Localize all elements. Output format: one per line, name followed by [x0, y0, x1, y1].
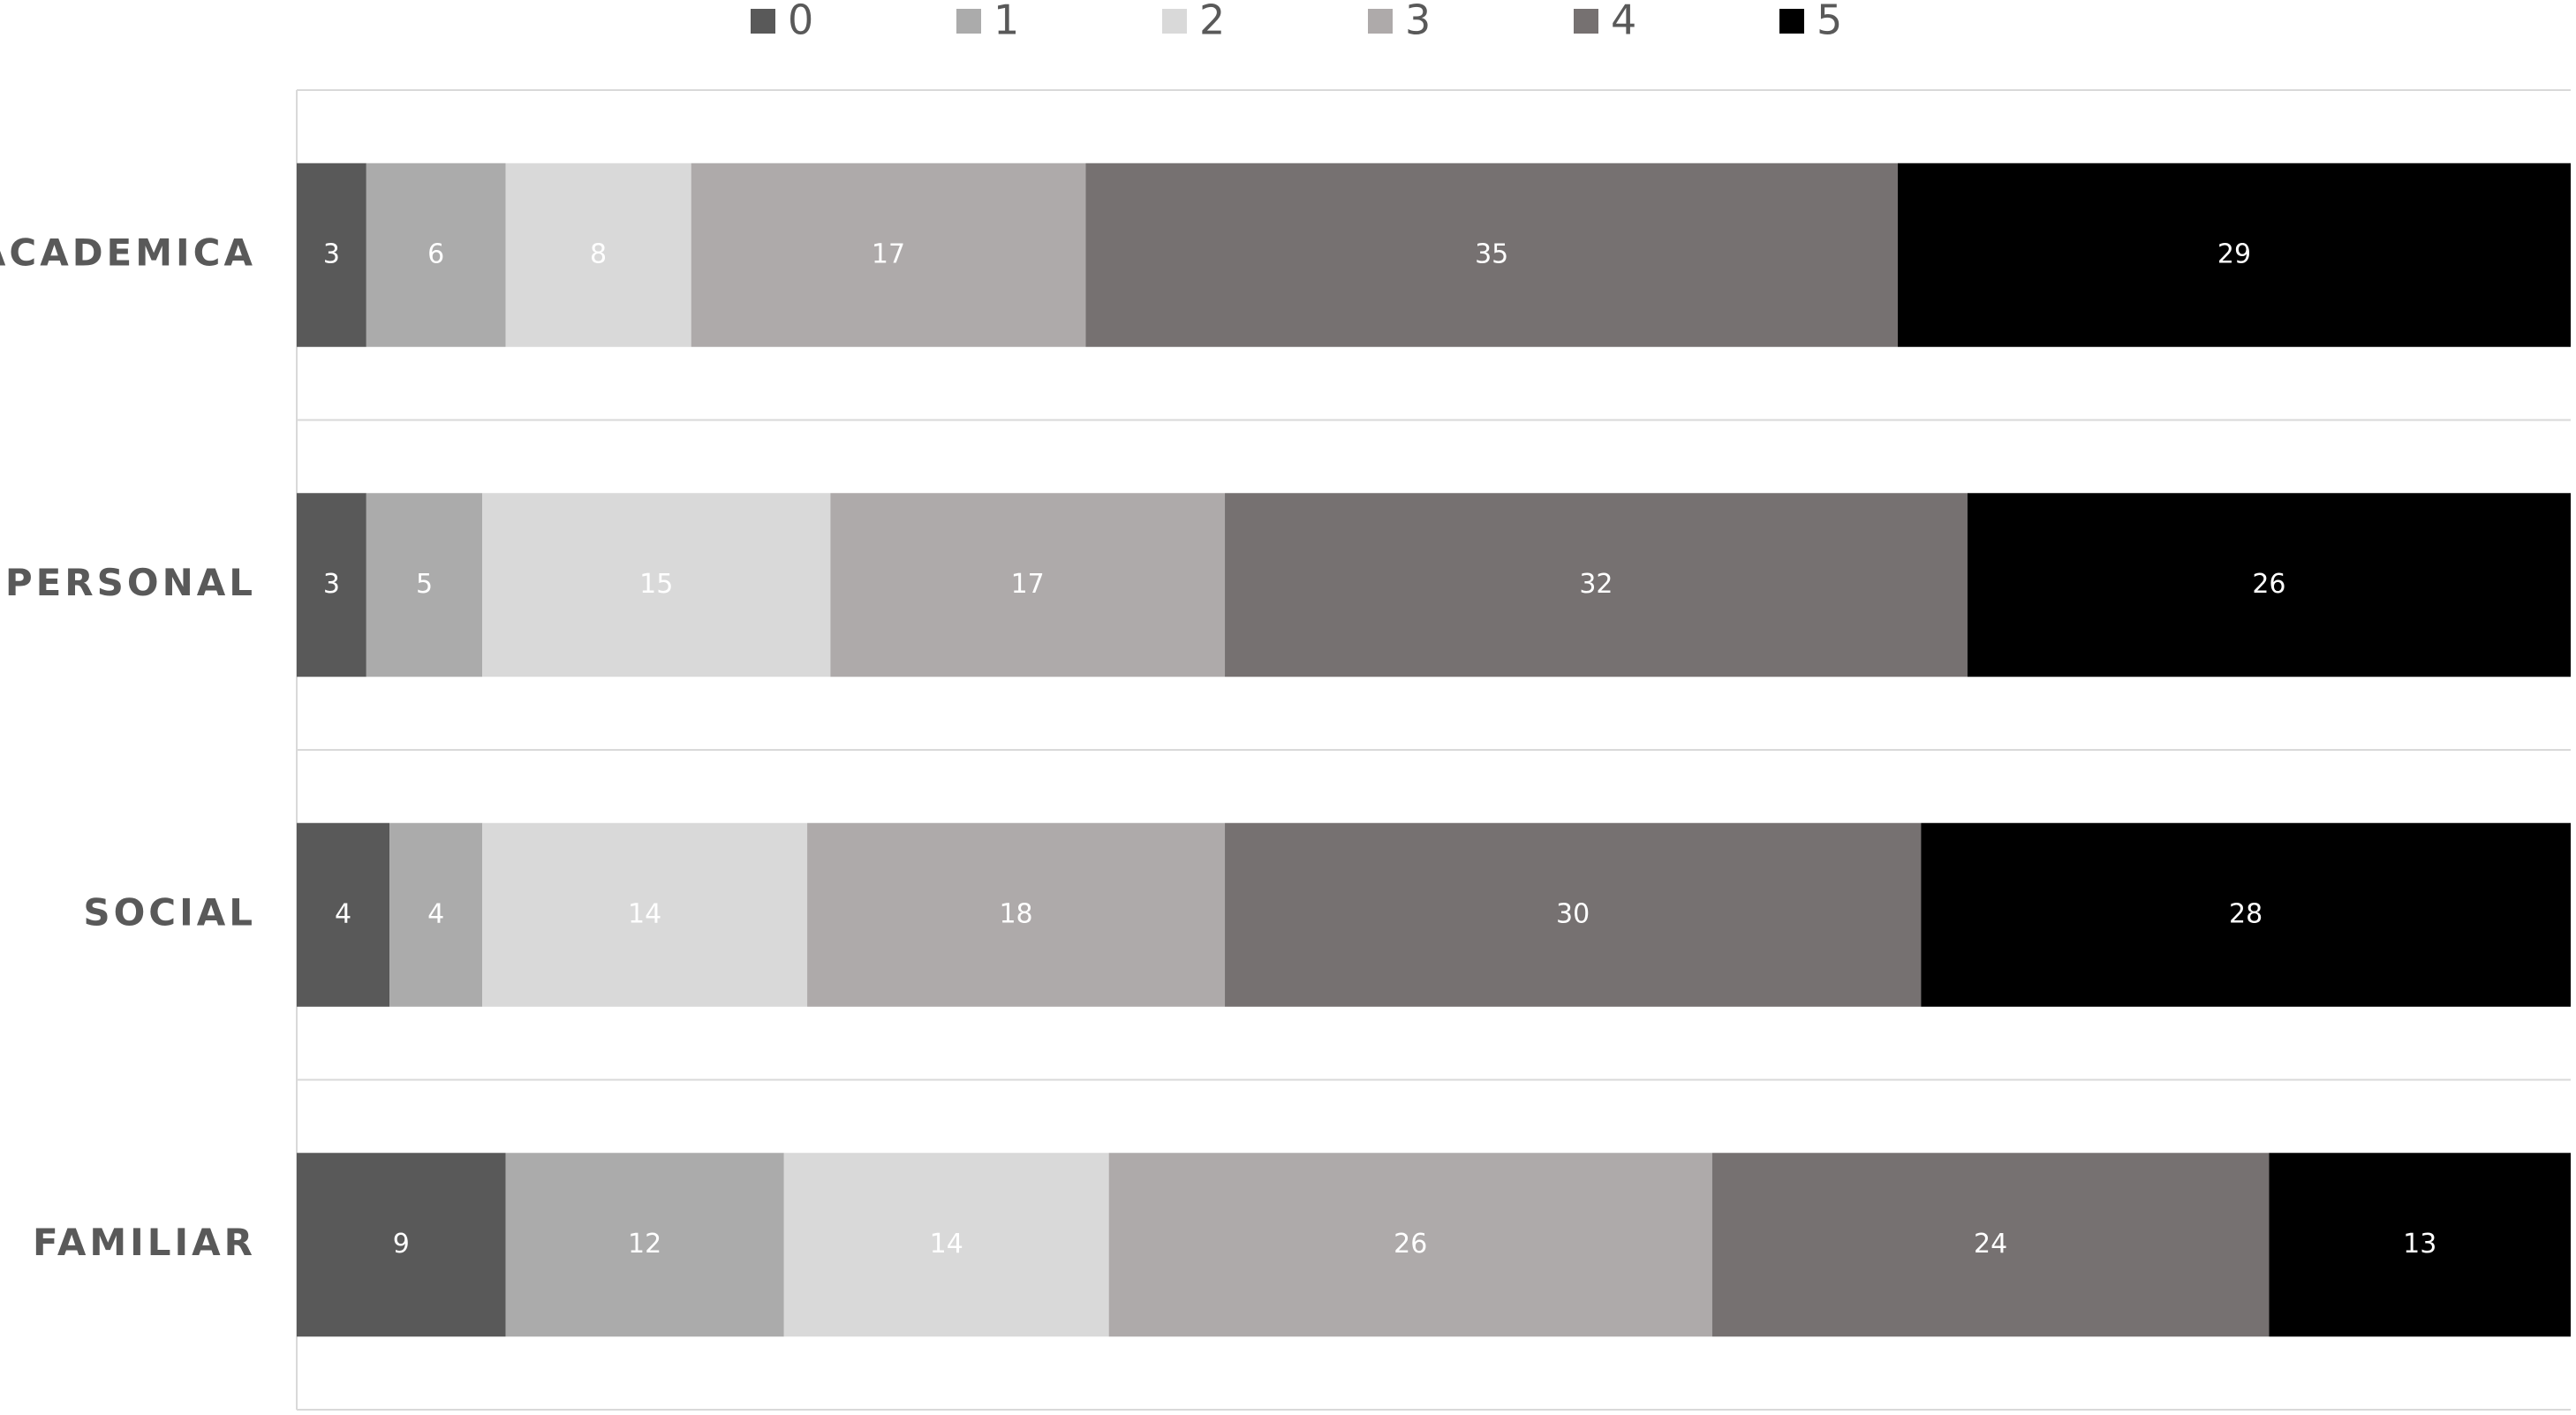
bar-segment: [1711, 1153, 2270, 1337]
legend-swatch: [956, 9, 981, 34]
bar-segment: [1921, 822, 2571, 1007]
bar-segment: [482, 493, 831, 677]
legend-label: 1: [993, 0, 1019, 44]
data-label: 3: [323, 569, 340, 600]
legend-swatch: [1368, 9, 1393, 34]
bar-segment: [482, 822, 808, 1007]
category-label: FAMILIAR: [33, 1221, 256, 1264]
category-label: ACADEMICA: [0, 231, 256, 274]
bar-segment: [297, 822, 390, 1007]
category-label: PERSONAL: [5, 561, 256, 604]
bar-segment: [389, 822, 483, 1007]
bar-segment: [1085, 163, 1899, 347]
data-label: 30: [1556, 898, 1590, 929]
legend-swatch: [1574, 9, 1598, 34]
bar-segment: [297, 1153, 506, 1337]
bar-segment: [297, 493, 366, 677]
data-label: 15: [639, 569, 673, 600]
legend-swatch: [1162, 9, 1187, 34]
data-label: 26: [1394, 1229, 1427, 1260]
data-label: 29: [2217, 238, 2251, 269]
legend-label: 3: [1405, 0, 1431, 44]
data-label: 26: [2252, 569, 2285, 600]
legend-swatch: [1779, 9, 1804, 34]
data-label: 8: [590, 238, 607, 269]
bar-segment: [1898, 163, 2571, 347]
data-label: 32: [1579, 569, 1613, 600]
data-label: 28: [2229, 898, 2262, 929]
category-label: SOCIAL: [83, 890, 256, 934]
data-label: 3: [323, 238, 340, 269]
data-label: 24: [1974, 1229, 2007, 1260]
legend-label: 2: [1199, 0, 1225, 44]
data-label: 4: [335, 898, 351, 929]
bar-segment: [807, 822, 1226, 1007]
legend-label: 4: [1611, 0, 1636, 44]
data-label: 13: [2403, 1229, 2436, 1260]
bar-segment: [830, 493, 1226, 677]
bar-segment: [691, 163, 1086, 347]
data-label: 9: [393, 1229, 410, 1260]
data-label: 14: [628, 898, 661, 929]
bar-segment: [505, 163, 691, 347]
bar-segment: [1225, 822, 1922, 1007]
data-label: 12: [628, 1229, 661, 1260]
data-label: 4: [427, 898, 444, 929]
data-label: 18: [999, 898, 1032, 929]
bar-segment: [1967, 493, 2571, 677]
legend-label: 5: [1817, 0, 1842, 44]
bar-segment: [2269, 1153, 2571, 1337]
bar-segment: [366, 163, 506, 347]
legend-label: 0: [788, 0, 813, 44]
legend-swatch: [751, 9, 775, 34]
data-label: 17: [1011, 569, 1045, 600]
data-label: 14: [930, 1229, 963, 1260]
bar-segment: [783, 1153, 1109, 1337]
data-label: 35: [1475, 238, 1508, 269]
bar-segment: [505, 1153, 784, 1337]
bar-segment: [1225, 493, 1968, 677]
bar-segment: [366, 493, 483, 677]
bar-segment: [297, 163, 366, 347]
data-label: 6: [427, 238, 444, 269]
data-label: 17: [872, 238, 905, 269]
bar-segment: [1108, 1153, 1712, 1337]
data-label: 5: [416, 569, 433, 600]
